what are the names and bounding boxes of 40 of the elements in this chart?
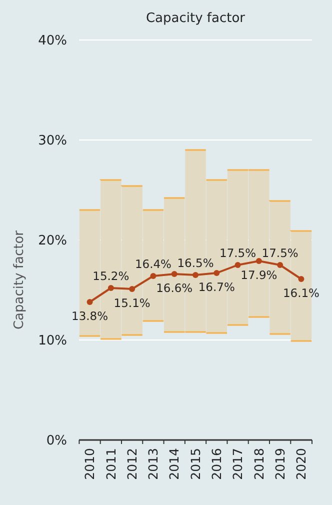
data-label: 16.4% xyxy=(134,257,172,271)
point xyxy=(108,285,114,291)
data-label: 16.1% xyxy=(282,286,320,300)
data-label: 17.9% xyxy=(240,268,278,282)
y-tick-label: 20% xyxy=(38,234,67,249)
point xyxy=(256,258,262,264)
y-tick-label: 40% xyxy=(38,34,67,49)
x-tick-label: 2010 xyxy=(82,448,98,480)
x-tick-label: 2020 xyxy=(294,448,309,480)
data-label: 15.1% xyxy=(114,296,150,310)
x-tick-label: 2016 xyxy=(209,448,224,480)
y-tick-label: 30% xyxy=(38,134,67,149)
data-label: 17.5% xyxy=(262,246,298,260)
data-label: 13.8% xyxy=(72,309,108,323)
x-tick-label: 2018 xyxy=(251,448,266,480)
x-tick-label: 2017 xyxy=(230,448,246,480)
x-tick-label: 2019 xyxy=(272,448,288,480)
point xyxy=(171,271,178,277)
x-tick-label: 2012 xyxy=(124,448,140,480)
point xyxy=(214,270,220,276)
data-label: 15.2% xyxy=(92,269,130,283)
data-label: 16.6% xyxy=(156,281,193,295)
point xyxy=(129,286,136,292)
point xyxy=(298,276,304,282)
y-axis-title: Capacity factor xyxy=(12,230,27,330)
y-tick-label: 0% xyxy=(46,434,67,449)
point xyxy=(86,299,93,305)
data-label: 16.5% xyxy=(177,256,214,270)
x-tick-label: 2013 xyxy=(146,448,161,480)
chart-title: Capacity factor xyxy=(146,11,246,26)
data-label: 17.5% xyxy=(220,246,256,260)
data-label: 16.7% xyxy=(198,280,235,294)
point xyxy=(234,262,241,268)
point xyxy=(192,272,198,278)
x-tick-label: 2015 xyxy=(188,448,203,480)
point xyxy=(150,273,156,279)
x-tick-label: 2014 xyxy=(166,448,182,480)
x-tick-label: 2011 xyxy=(103,448,118,480)
y-tick-label: 10% xyxy=(38,334,67,349)
point xyxy=(277,262,284,268)
